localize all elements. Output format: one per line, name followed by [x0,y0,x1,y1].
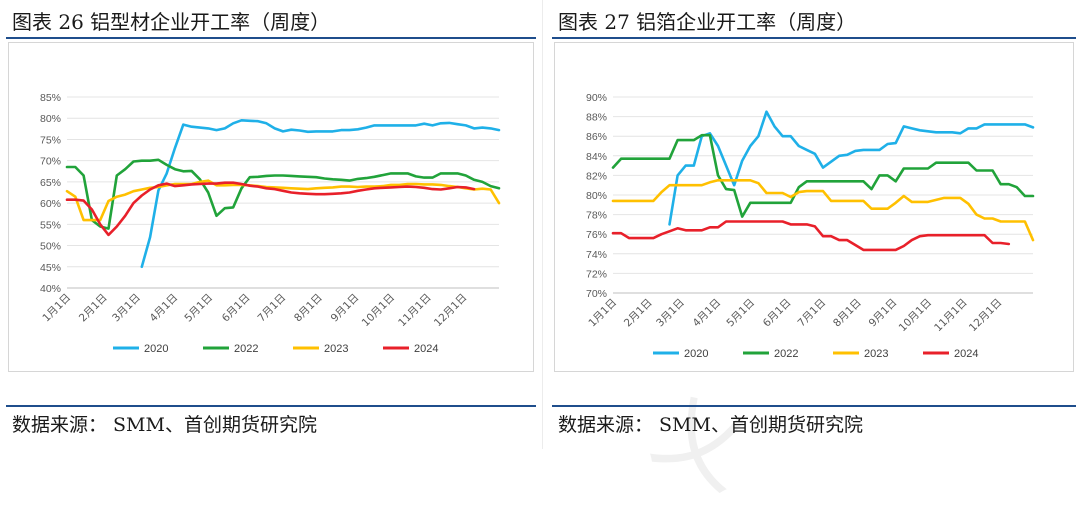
source-rule [6,405,536,407]
x-tick-label: 3月1日 [110,292,143,325]
series-line-2024 [65,181,476,237]
x-tick-label: 7月1日 [796,297,829,330]
y-tick-label: 78% [586,210,607,222]
x-tick-label: 11月1日 [932,297,970,335]
legend-label-2020: 2020 [684,348,708,360]
data-source: 数据来源： SMM、首创期货研究院 [558,414,863,436]
x-tick-label: 7月1日 [255,292,288,325]
x-tick-label: 2月1日 [77,292,110,325]
x-tick-label: 12月1日 [432,292,470,330]
legend-label-2022: 2022 [774,348,798,360]
x-tick-label: 5月1日 [182,292,215,325]
aluminum-foil-chart: 70% 72% 74% 76% 78% 80% 82% 84% 86% 88% 90% 1月1日 2月1… [586,92,1035,360]
y-tick-label: 40% [40,283,61,295]
x-tick-label: 1月1日 [40,292,73,325]
x-tick-label: 4月1日 [691,297,724,330]
series-line-2020 [668,110,1035,226]
right-panel: 图表 27 铝箔企业开工率（周度） 70% 72% 74% 76% 78% 80% 82% 8… [546,0,1080,449]
x-tick-label: 9月1日 [329,292,362,325]
chart-frame: 70% 72% 74% 76% 78% 80% 82% 84% 86% 88% 90% 1月1日 2月1… [554,42,1074,372]
legend-label-2023: 2023 [864,348,888,360]
y-tick-label: 84% [586,151,607,163]
x-tick-label: 3月1日 [654,297,687,330]
y-tick-label: 55% [40,219,61,231]
y-tick-label: 86% [586,131,607,143]
legend-label-2023: 2023 [324,343,348,355]
y-tick-label: 70% [586,288,607,300]
y-tick-label: 60% [40,198,61,210]
chart-title: 图表 26 铝型材企业开工率（周度） [12,10,331,34]
x-tick-label: 8月1日 [831,297,864,330]
y-tick-label: 85% [40,92,61,104]
chart-title: 图表 27 铝箔企业开工率（周度） [558,10,857,34]
y-tick-label: 70% [40,156,61,168]
x-tick-label: 4月1日 [147,292,180,325]
panel-divider [542,0,543,449]
y-tick-label: 65% [40,177,61,189]
x-tick-label: 12月1日 [967,297,1005,335]
aluminum-profile-chart: 40% 45% 50% 55% 60% 65% 70% 75% 80% 85% 1月1日 2月1日 3月… [40,92,501,355]
x-tick-label: 6月1日 [220,292,253,325]
x-tick-label: 2月1日 [622,297,655,330]
series-line-2020 [140,119,501,269]
series-line-2024 [611,220,1011,252]
chart-frame: 40% 45% 50% 55% 60% 65% 70% 75% 80% 85% 1月1日 2月1日 3月… [8,42,534,372]
source-rule [552,405,1076,407]
x-tick-label: 5月1日 [724,297,757,330]
legend-label-2024: 2024 [954,348,978,360]
x-tick-label: 10月1日 [360,292,398,330]
x-tick-label: 10月1日 [897,297,935,335]
series-line-2022 [65,158,501,230]
series-line-2023 [65,179,501,222]
y-tick-label: 80% [586,190,607,202]
y-tick-label: 45% [40,262,61,274]
title-rule [6,37,536,39]
legend-label-2022: 2022 [234,343,258,355]
title-rule [552,37,1076,39]
left-panel: 图表 26 铝型材企业开工率（周度） 40% 45% 50% 55% 60% 65% 70%… [0,0,540,449]
y-tick-label: 72% [586,268,607,280]
y-tick-label: 80% [40,113,61,125]
legend-label-2020: 2020 [144,343,168,355]
x-tick-label: 8月1日 [292,292,325,325]
y-tick-label: 82% [586,170,607,182]
y-tick-label: 76% [586,229,607,241]
series-line-2023 [611,179,1035,242]
data-source: 数据来源： SMM、首创期货研究院 [12,414,317,436]
legend-label-2024: 2024 [414,343,438,355]
x-tick-label: 6月1日 [761,297,794,330]
y-tick-label: 50% [40,241,61,253]
y-tick-label: 74% [586,249,607,261]
y-tick-label: 75% [40,134,61,146]
x-tick-label: 1月1日 [586,297,619,330]
series-line-2022 [611,133,1035,218]
x-tick-label: 11月1日 [396,292,434,330]
x-tick-label: 9月1日 [867,297,900,330]
y-tick-label: 88% [586,112,607,124]
y-tick-label: 90% [586,92,607,104]
